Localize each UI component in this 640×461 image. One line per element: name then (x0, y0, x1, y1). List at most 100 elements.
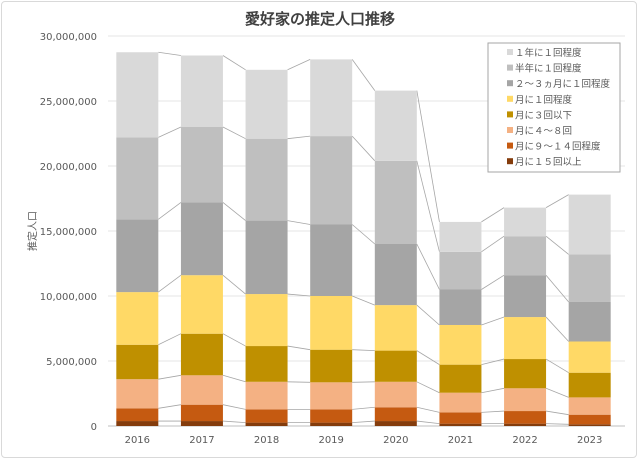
bar-segment (116, 421, 159, 426)
legend-swatch (507, 49, 513, 55)
series-connector-line (222, 374, 246, 383)
series-connector-line (158, 202, 182, 220)
bar-segment (310, 409, 353, 423)
bar-segment (310, 382, 353, 410)
bar-segment (116, 52, 159, 138)
series-connector-line (545, 410, 569, 416)
bar-segment (310, 59, 353, 137)
bar-segment (568, 254, 611, 302)
series-connector-line (352, 295, 375, 306)
legend-label: 月に３回以下 (515, 110, 572, 121)
bar-segment (439, 364, 482, 393)
bar-segment (180, 375, 223, 405)
legend-label: 月に１回程度 (515, 94, 573, 106)
bar-segment (439, 221, 482, 252)
series-connector-line (158, 51, 181, 56)
bar-segment (504, 236, 547, 276)
bar-segment (568, 424, 611, 426)
series-connector-line (352, 349, 375, 351)
bar-segment (439, 324, 482, 365)
bar-segment (245, 138, 288, 221)
bar-segment (245, 381, 288, 410)
series-connector-line (287, 381, 311, 383)
legend-swatch (507, 80, 513, 87)
series-connector-line (545, 274, 569, 303)
series-connector-line (158, 274, 182, 293)
x-tick-label: 2023 (577, 435, 602, 446)
legend-swatch (507, 95, 513, 102)
bar-segment (374, 244, 417, 306)
legend-swatch (507, 64, 513, 71)
bar-segment (310, 422, 353, 426)
series-connector-line (158, 374, 182, 380)
bar-segment (180, 421, 223, 426)
bar-segment (310, 224, 353, 296)
y-tick-label: 15,000,000 (40, 227, 97, 238)
bar-segment (116, 379, 159, 409)
bar-segment (374, 305, 417, 351)
series-connector-line (352, 406, 375, 410)
bar-segment (374, 381, 417, 408)
bar-segment (568, 194, 611, 255)
y-axis-title: 推定人口 (26, 211, 39, 251)
series-connector-line (545, 235, 569, 255)
series-connector-line (158, 333, 182, 346)
bar-segment (504, 317, 547, 360)
series-connector-line (546, 423, 569, 425)
x-tick-label: 2017 (189, 435, 214, 446)
bar-segment (568, 341, 611, 373)
bar-segment (310, 136, 353, 225)
bar-segment (504, 359, 547, 389)
series-connector-line (287, 345, 311, 351)
bar-segment (310, 349, 353, 383)
bar-segment (180, 333, 223, 376)
bar-segment (116, 137, 159, 220)
bar-segment (245, 220, 288, 295)
bar-segment (439, 412, 482, 424)
series-connector-line (481, 207, 505, 223)
series-connector-line (222, 420, 246, 424)
bar-segment (116, 292, 159, 345)
bar-segment (180, 275, 223, 334)
bar-segment (504, 207, 547, 237)
series-connector-line (351, 59, 376, 91)
x-tick-label: 2021 (448, 435, 473, 446)
bar-segment (374, 407, 417, 422)
series-connector-line (481, 235, 505, 253)
bar-segment (504, 411, 547, 424)
bar-segment (116, 219, 159, 293)
bar-segment (439, 251, 482, 290)
bar-segment (374, 160, 417, 244)
bar-segment (568, 301, 611, 342)
y-tick-label: 5,000,000 (46, 357, 97, 368)
series-connector-line (481, 316, 505, 326)
bar-segment (568, 414, 611, 425)
series-connector-line (416, 381, 440, 394)
y-tick-label: 20,000,000 (40, 162, 97, 173)
bar-segment (245, 69, 288, 139)
y-tick-label: 0 (91, 422, 97, 433)
legend-swatch (507, 158, 513, 165)
bar-segment (374, 350, 417, 382)
bar-segment (504, 423, 547, 426)
legend-label: 半年に１回程度 (515, 63, 582, 75)
bar-segment (180, 202, 223, 276)
series-connector-line (416, 160, 440, 252)
series-connector-line (287, 220, 311, 225)
bar-segment (439, 392, 482, 413)
series-connector-line (416, 420, 440, 425)
bar-segment (504, 275, 547, 318)
legend-label: １年に１回程度 (515, 47, 582, 59)
bar-segment (245, 409, 288, 423)
series-connector-line (287, 293, 311, 297)
series-connector-line (545, 358, 569, 374)
y-tick-label: 25,000,000 (40, 97, 97, 108)
bar-segment (439, 423, 482, 426)
legend-swatch (507, 142, 513, 149)
bar-segment (245, 294, 288, 347)
x-tick-label: 2016 (125, 435, 150, 446)
bar-segment (245, 422, 288, 426)
x-tick-label: 2019 (318, 435, 343, 446)
legend-label: ２～３ヵ月に１回程度 (515, 78, 611, 90)
